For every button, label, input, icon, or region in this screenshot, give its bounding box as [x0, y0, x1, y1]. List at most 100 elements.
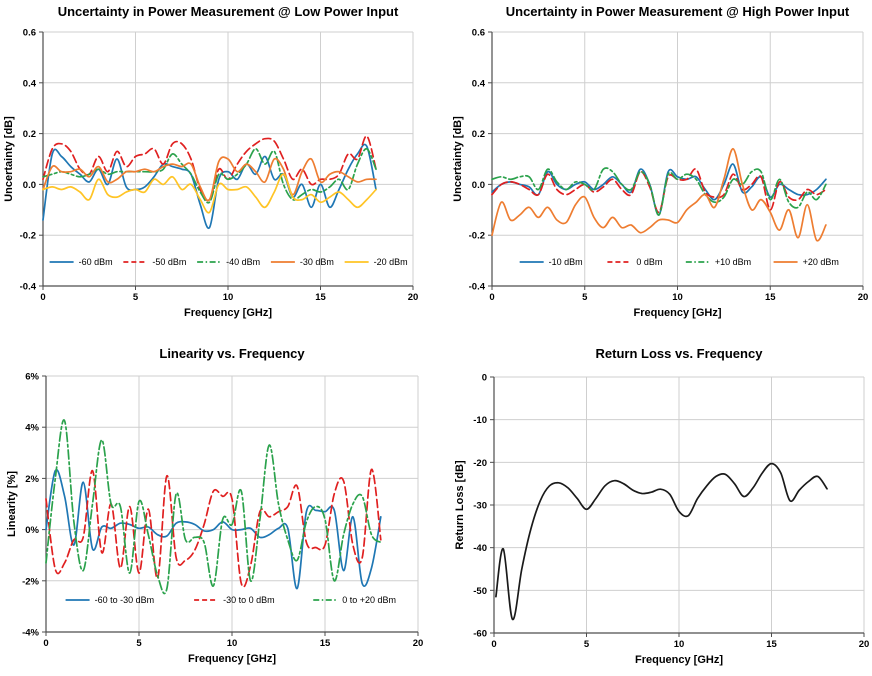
series-line--60-dbm [42, 143, 377, 230]
series-group [495, 462, 828, 621]
y-tick-label: 0 [482, 373, 487, 384]
legend-item: -20 dBm [344, 257, 408, 267]
x-tick-label: 0 [43, 638, 48, 649]
x-tick-label: 5 [584, 639, 590, 650]
series-group [491, 147, 827, 242]
grid [492, 31, 864, 287]
y-tick-label: -0.4 [20, 282, 37, 293]
legend-label: -40 dBm [226, 257, 260, 267]
legend-label: -50 dBm [152, 257, 186, 267]
axes [490, 376, 865, 637]
legend: -60 dBm -50 dBm -40 dBm -30 dBm -20 dBm [49, 257, 408, 267]
x-tick-label: 0 [40, 292, 45, 303]
legend-item: -40 dBm [197, 257, 260, 267]
legend-item: -10 dBm [519, 257, 583, 267]
legend-label: -30 to 0 dBm [223, 595, 275, 605]
legend-item: -60 to -30 dBm [65, 595, 155, 605]
y-tick-label: -60 [473, 629, 487, 640]
legend-item: -30 to 0 dBm [194, 595, 275, 605]
grid [494, 376, 865, 634]
chart-title: Uncertainty in Power Measurement @ High … [506, 4, 850, 19]
legend-label: -30 dBm [300, 257, 334, 267]
y-tick-label: 0.6 [472, 28, 485, 39]
y-tick-label: -2% [22, 576, 39, 587]
chart-canvas-uncertainty-high-power: 0.6 0.4 0.2 0.0 -0.2 -0.40 5 10 15 20 -10 dBm 0 dBm… [452, 4, 869, 319]
series-group [42, 135, 377, 230]
legend-label: 0 to +20 dBm [342, 595, 396, 605]
x-tick-label: 20 [413, 638, 424, 649]
y-axis-title: Return Loss [dB] [454, 460, 466, 550]
legend-label: +20 dBm [803, 257, 839, 267]
series-line-+10-dbm [491, 167, 827, 216]
y-tick-label: -0.4 [469, 282, 486, 293]
y-axis-title: Uncertainty [dB] [452, 116, 464, 202]
x-tick-label: 10 [674, 639, 685, 650]
series-line--20-dbm [42, 173, 377, 214]
y-tick-label: 0.4 [23, 78, 37, 89]
legend-item: -50 dBm [123, 257, 186, 267]
x-tick-label: 15 [315, 292, 326, 303]
y-tick-label: 0.2 [23, 129, 36, 140]
x-tick-label: 10 [227, 638, 238, 649]
y-axis-title: Uncertainty [dB] [3, 116, 15, 202]
legend: -10 dBm 0 dBm +10 dBm +20 dBm [519, 257, 839, 267]
chart-uncertainty-low-power: 0.6 0.4 0.2 0.0 -0.2 -0.4 0 5 10 15 20 -60 dBm -50 d… [0, 0, 436, 338]
x-tick-label: 10 [672, 292, 683, 303]
y-tick-label: 0.2 [472, 129, 485, 140]
series-line--30-to-0-dbm [45, 468, 382, 588]
x-axis-title: Frequency [GHz] [633, 307, 721, 319]
y-tick-label: -40 [473, 543, 487, 554]
y-tick-label: -0.2 [469, 231, 485, 242]
legend-label: -60 dBm [79, 257, 113, 267]
chart-title: Return Loss vs. Frequency [596, 346, 764, 361]
y-tick-label: 6% [25, 372, 39, 383]
y-tick-label: 0.0 [472, 180, 485, 191]
series-line-0-dbm [491, 168, 827, 214]
x-tick-label: 0 [489, 292, 494, 303]
legend-item: +20 dBm [773, 257, 839, 267]
y-tick-label: -50 [473, 586, 487, 597]
x-tick-label: 0 [491, 639, 496, 650]
x-tick-label: 20 [859, 639, 870, 650]
chart-title: Linearity vs. Frequency [159, 346, 305, 361]
y-tick-label: 2% [25, 474, 39, 485]
legend-label: -20 dBm [374, 257, 408, 267]
chart-title: Uncertainty in Power Measurement @ Low P… [58, 4, 399, 19]
x-tick-label: 15 [766, 639, 777, 650]
legend-item: -60 dBm [49, 257, 113, 267]
chart-canvas-uncertainty-low-power: 0.6 0.4 0.2 0.0 -0.2 -0.40 5 10 15 20 -60 dBm -50 d… [3, 4, 418, 319]
chart-uncertainty-high-power: 0.6 0.4 0.2 0.0 -0.2 -0.4 0 5 10 15 20 -10 dBm 0 dBm… [436, 0, 872, 338]
legend-label: 0 dBm [636, 257, 662, 267]
series-line--40-dbm [42, 147, 377, 204]
y-tick-label: -10 [473, 415, 487, 426]
x-tick-label: 20 [858, 292, 869, 303]
x-axis-title: Frequency [GHz] [635, 654, 723, 666]
legend-item: +10 dBm [685, 257, 751, 267]
y-tick-label: 4% [25, 423, 39, 434]
y-axis-title: Linearity [%] [6, 471, 18, 537]
series-group [45, 419, 382, 595]
x-axis-title: Frequency [GHz] [184, 307, 272, 319]
axes [39, 31, 414, 290]
legend-item: 0 to +20 dBm [313, 595, 396, 605]
y-tick-label: 0.6 [23, 28, 36, 39]
axes [488, 31, 864, 290]
chart-canvas-return-loss: 0 -10 -20 -30 -40 -50 -60 0 5 10 15 20 Return Loss v… [454, 346, 870, 666]
legend-label: -60 to -30 dBm [95, 595, 155, 605]
series-line-return-loss [495, 462, 828, 621]
legend-item: -30 dBm [270, 257, 334, 267]
chart-return-loss: 0 -10 -20 -30 -40 -50 -60 0 5 10 15 20 Return Loss v… [436, 338, 872, 676]
y-tick-label: 0.4 [472, 78, 486, 89]
x-tick-label: 15 [765, 292, 776, 303]
legend: -60 to -30 dBm -30 to 0 dBm 0 to +20 dBm [65, 595, 396, 605]
x-axis-title: Frequency [GHz] [188, 653, 276, 665]
y-tick-label: -4% [22, 628, 39, 639]
series-line-0-to-+20-dbm [45, 419, 382, 595]
chart-canvas-linearity: 6% 4% 2% 0% -2% -4% 0 5 10 15 20 -60 to -30 dBm -30 … [6, 346, 424, 665]
y-tick-label: -30 [473, 501, 487, 512]
x-tick-label: 15 [320, 638, 331, 649]
y-tick-label: -20 [473, 458, 487, 469]
series-line--60-to--30-dbm [45, 468, 382, 590]
y-tick-label: 0% [25, 525, 39, 536]
